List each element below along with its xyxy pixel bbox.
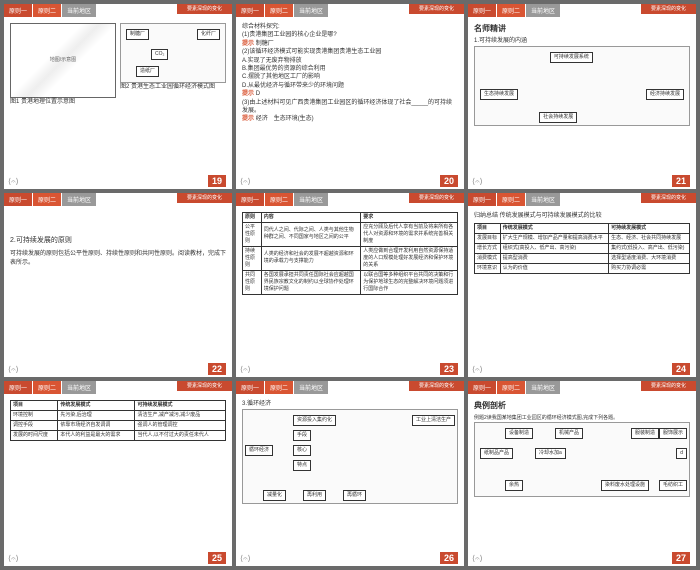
tab-3[interactable]: 当前地区	[62, 4, 96, 17]
opt-d: D.从最优经济与循环带来少的环境问题	[242, 82, 458, 90]
tab-1[interactable]: 原则一	[4, 4, 32, 17]
comparison-table: 项目传统发展模式可持续发展模式 发展目标扩大生产规模、增加产品产量和提高消费水平…	[474, 223, 690, 274]
tab-2[interactable]: 原则二	[33, 4, 61, 17]
heading: 3.循环经济	[242, 400, 458, 408]
map-diagram: 地图/示意图	[10, 23, 116, 98]
section-title: 典例剖析	[474, 400, 690, 411]
opt-c: C.摆脱了其他地区工厂的影响	[242, 73, 458, 81]
header-badge: 要素深现的变化	[177, 4, 232, 14]
subheading: 1.可持续发展的内涵	[474, 37, 690, 45]
flow-diagram: 制糖厂 化纤厂 造纸厂 CO₂	[120, 23, 226, 83]
opt-a: A.实现了无废弃物排放	[242, 57, 458, 65]
slide-27: 原则一原则二当前地区 要素深现的变化 典例剖析 例题2读我国某地集团工业园区的循…	[468, 381, 696, 566]
slide-22: 原则一原则二当前地区 要素深现的变化 2.可持续发展的原则 可持续发展的原则包括…	[4, 193, 232, 378]
cycle-diagram: 循环经济 资源投入集约化 手段 核心 工业上清洁生产 特点 减量化 再利用 再循…	[242, 409, 458, 504]
caption-left: 图1 贵港地理位置示意图	[10, 98, 116, 106]
slide-19: 原则一 原则二 当前地区 要素深现的变化 地图/示意图 图1 贵港地理位置示意图…	[4, 4, 232, 189]
slide-26: 原则一原则二当前地区 要素深现的变化 3.循环经济 循环经济 资源投入集约化 手…	[236, 381, 464, 566]
slide-24: 原则一原则二当前地区 要素深现的变化 归纳总结 传统发展模式与可持续发展模式的比…	[468, 193, 696, 378]
hint-label: 提示	[242, 41, 254, 47]
slide-25: 原则一原则二当前地区 要素深现的变化 项目传统发展模式可持续发展模式 环境控制先…	[4, 381, 232, 566]
caption-right: 图2 贵港生态工业园循环经济模式图	[120, 83, 226, 91]
comparison-table-2: 项目传统发展模式可持续发展模式 环境控制先污染,后治理清洁生产,减产减污,减少废…	[10, 400, 226, 441]
slide-20: 原则一原则二当前地区 要素深现的变化 综合材料探究: (1)贵港集团工业园的核心…	[236, 4, 464, 189]
page-number: 19	[208, 175, 226, 187]
section-title: 名师精讲	[474, 23, 690, 34]
q3: (3)由上述材料可见广西贵港集团工业园区的循环经济体现了社会_____的可持续发…	[242, 99, 458, 116]
q1: (1)贵港集团工业园的核心企业是哪?	[242, 31, 458, 39]
q2: (2)该循环经济模式可能实现贵港集团贵港生态工业园	[242, 48, 458, 56]
question-intro: 综合材料探究:	[242, 23, 458, 31]
concept-diagram: 可持续发展系统 生态持续发展 经济持续发展 社会持续发展	[474, 46, 690, 126]
body-text: 可持续发展的原则包括公平性原则、持续性原则和共同性原则。阅读教材，完成下表所示。	[10, 250, 226, 267]
heading: 2.可持续发展的原则	[10, 236, 226, 246]
slide-control-icon[interactable]: ⟨𝄐⟩	[8, 177, 19, 187]
subheading: 例题2读我国某地集团工业园区的循环经济模式图,完成下列各题。	[474, 415, 690, 422]
heading: 归纳总结 传统发展模式与可持续发展模式的比较	[474, 212, 690, 220]
opt-b: B.集团最优势的资源的综合利用	[242, 65, 458, 73]
slide-23: 原则一原则二当前地区 要素深现的变化 原则内容要求 公平性原则同代人之间、代际之…	[236, 193, 464, 378]
principles-table: 原则内容要求 公平性原则同代人之间、代际之间、人类与其他生物种群之间、不同国家与…	[242, 212, 458, 295]
flow-diagram-2: 设备制造 机械产品 服装制造 服饰展示 纸制品产品 冷却水加a d 余热 染料废…	[474, 422, 690, 497]
slide-21: 原则一原则二当前地区 要素深现的变化 名师精讲 1.可持续发展的内涵 可持续发展…	[468, 4, 696, 189]
